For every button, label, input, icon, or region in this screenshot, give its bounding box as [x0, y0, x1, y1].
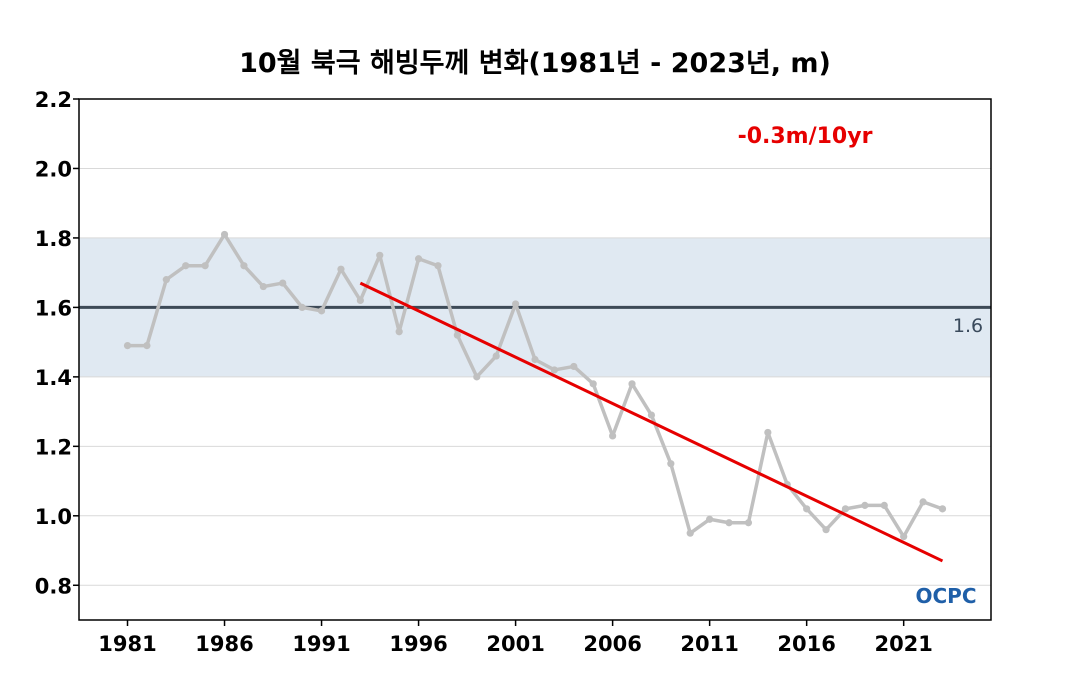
x-tick-label: 2001: [486, 632, 544, 656]
trend-line: [359, 281, 944, 563]
data-point: [861, 501, 869, 509]
x-tick-label: 1991: [292, 632, 350, 656]
chart-title: 10월 북극 해빙두께 변화(1981년 - 2023년, m): [239, 48, 831, 79]
data-point: [395, 328, 403, 336]
data-point: [220, 230, 229, 239]
data-point: [706, 515, 714, 523]
data-point: [162, 276, 170, 284]
data-point: [511, 300, 520, 308]
data-point: [356, 296, 364, 305]
x-tick-label: 2021: [874, 632, 932, 656]
y-tick-label: 0.8: [35, 574, 72, 598]
data-point: [259, 282, 267, 291]
y-tick-label: 2.0: [35, 157, 72, 181]
plot-frame: [78, 98, 992, 621]
data-point: [667, 460, 675, 468]
data-point: [609, 432, 617, 440]
y-tick-label: 1.8: [35, 227, 72, 251]
data-point: [725, 519, 733, 527]
data-point: [938, 505, 947, 513]
data-point: [531, 355, 539, 364]
data-point: [589, 380, 597, 388]
data-point: [473, 373, 481, 381]
data-point: [201, 262, 209, 270]
y-tick-label: 1.0: [35, 505, 72, 529]
x-tick-label: 1996: [389, 632, 447, 656]
x-tick-label: 1981: [98, 632, 156, 656]
data-point: [550, 366, 559, 374]
data-point: [919, 498, 927, 506]
y-tick-label: 2.2: [35, 88, 72, 112]
y-tick-label: 1.2: [35, 435, 72, 459]
x-tick-label: 1986: [195, 632, 253, 656]
data-point: [647, 411, 656, 419]
plot-area: 0.8 1.0 1.2 1.4 1.6 1.8 2.0 2.2 1981 1986 1991 1996…: [35, 88, 992, 656]
data-point: [414, 255, 423, 263]
x-tick-label: 2016: [777, 632, 835, 656]
trend-label: -0.3m/10yr: [738, 124, 873, 149]
data-point: [434, 262, 442, 270]
data-point: [123, 342, 132, 350]
data-point: [803, 505, 811, 513]
data-point: [570, 362, 578, 371]
data-point: [298, 303, 306, 311]
data-point: [453, 331, 461, 339]
data-point: [337, 265, 345, 273]
data-point: [492, 352, 500, 360]
data-point: [764, 428, 772, 437]
y-tick-label: 1.6: [35, 296, 72, 320]
data-point: [240, 262, 248, 270]
data-point: [182, 262, 190, 270]
data-point: [822, 526, 830, 534]
x-tick-label: 2011: [680, 632, 738, 656]
watermark-logo: OCPC: [915, 584, 976, 608]
reference-value-label: 1.6: [953, 315, 983, 337]
data-point: [744, 519, 753, 527]
data-point: [900, 533, 908, 541]
y-tick-label: 1.4: [35, 366, 72, 390]
data-point: [317, 307, 326, 315]
data-point: [376, 251, 384, 259]
watermark-text: OCPC: [915, 584, 976, 608]
data-point: [628, 380, 636, 388]
x-tick-label: 2006: [583, 632, 641, 656]
data-point: [841, 505, 850, 513]
data-point: [686, 529, 694, 537]
data-point: [143, 342, 151, 350]
data-point: [880, 501, 888, 509]
data-point: [279, 279, 287, 287]
